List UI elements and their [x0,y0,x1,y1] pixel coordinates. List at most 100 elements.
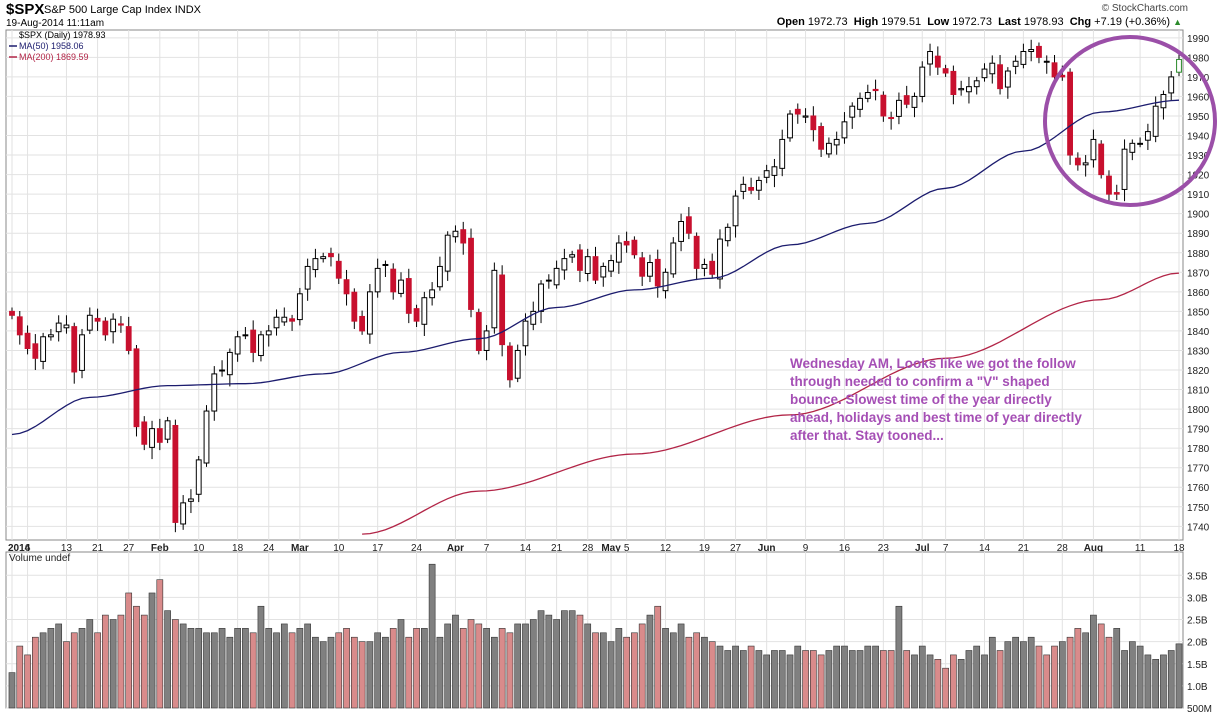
volume-panel: Volume undef 500M 1.0B 1.5B 2.0B 2.5B 3.0B 3.5B [5,551,1212,714]
candle-body [304,265,311,290]
candle-body [273,316,280,329]
candle-body [592,256,599,281]
volume-bar [280,623,288,709]
legend-entry: MA(200) 1869.59 [19,52,89,62]
candle-body [1168,76,1175,94]
volume-bar [584,623,592,709]
volume-bar [296,628,304,709]
candle-body [164,420,171,440]
candle-body [670,242,677,275]
volume-bar [444,623,452,709]
candle-body [1082,162,1089,166]
volume-bar [164,610,171,709]
price-tick-label: 1840 [1187,327,1210,338]
candle-body [468,237,474,310]
x-tick-label: 14 [979,543,991,554]
brand-logo[interactable]: © StockCharts.com [1101,3,1188,14]
candle-body [779,138,786,169]
volume-bar [747,645,755,709]
price-tick-label: 1800 [1187,405,1210,416]
volume-bar [739,650,747,709]
volume-bar [1167,650,1175,709]
volume-bar [514,623,522,709]
candle-body [289,318,295,322]
exchange-code: INDX [174,4,201,16]
volume-bar [452,614,459,709]
x-tick-label: 10 [193,543,205,554]
candle-body [1036,45,1042,58]
x-tick-label: 19 [699,543,711,554]
price-tick-label: 1750 [1187,503,1210,514]
candle-body [810,115,817,131]
candle-body [950,70,957,95]
volume-bar [125,592,133,709]
volume-bar [654,605,662,709]
price-tick-label: 1950 [1187,112,1210,123]
volume-bar [102,614,109,709]
price-tick-label: 1880 [1187,249,1210,260]
volume-bar [607,641,615,709]
volume-bar [389,628,397,709]
candle-body [522,320,529,347]
volume-bar [413,628,420,709]
volume-bar [421,628,428,709]
index-name: S&P 500 Large Cap Index INDX [44,4,201,16]
chg-value: +7.19 (+0.36%) [1094,16,1171,28]
candle-body [366,291,373,335]
candle-body [475,312,482,351]
volume-bar [848,650,856,709]
volume-bar [249,632,257,709]
x-tick-label: 2014 [8,543,31,554]
candle-body [662,271,669,292]
candle-body [763,170,770,178]
volume-bar [887,650,895,709]
volume-bar [833,645,841,709]
volume-bar [491,636,498,709]
price-tick-label: 1830 [1187,346,1210,357]
candle-body [545,279,552,282]
volume-bar [312,636,319,709]
volume-bar [483,628,490,709]
x-tick-label: Jul [915,543,930,554]
candle-body [818,126,825,150]
ma50-line [11,99,1180,436]
volume-bar [459,628,467,709]
candle-body [1090,138,1097,161]
candle-body [258,334,264,357]
volume-bar [841,645,848,709]
volume-bar [242,628,249,709]
x-tick-label: 5 [624,543,630,554]
candle-body [724,226,731,242]
volume-bar [794,645,802,709]
volume-bar [1074,628,1082,709]
legend-entry: $SPX (Daily) 1978.93 [19,30,106,40]
candle-body [903,95,910,105]
volume-bar [537,610,545,709]
volume-bar [1144,654,1152,709]
volume-bar [16,645,24,709]
candle-body [24,332,31,350]
x-tick-label: 6 [25,543,31,554]
symbol-title: $SPX [6,1,45,18]
volume-bar [1105,636,1113,709]
volume-bar [63,641,70,709]
volume-title: Volume undef [9,553,70,564]
candle-body [436,265,443,288]
price-tick-label: 1770 [1187,464,1210,475]
candle-body [382,263,389,266]
volume-bar [1121,650,1128,709]
x-tick-label: 12 [660,543,672,554]
price-tick-label: 1850 [1187,307,1210,318]
volume-bar [981,654,988,709]
volume-bar [786,654,794,709]
volume-bar [942,667,949,709]
volume-bar [366,641,374,709]
legend-entry: MA(50) 1958.06 [19,41,84,51]
candle-body [623,240,630,246]
volume-bar [708,641,716,709]
volume-bar [475,623,483,709]
candle-body [709,260,716,275]
candle-body [351,291,358,322]
volume-bar [1136,645,1144,709]
price-tick-label: 1780 [1187,444,1210,455]
